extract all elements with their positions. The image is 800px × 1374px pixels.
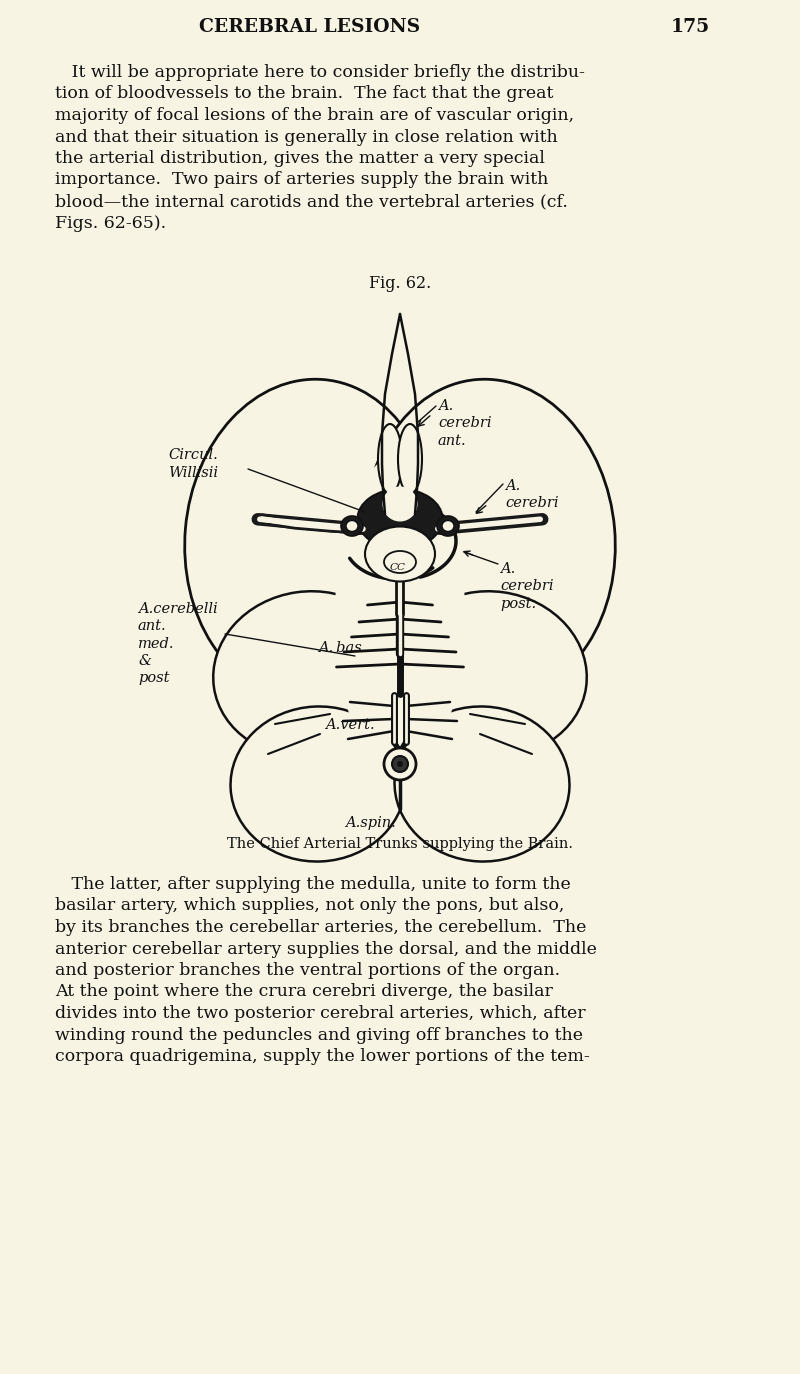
Text: A.cerebelli
ant.
med.
&
post: A.cerebelli ant. med. & post: [138, 602, 218, 686]
Text: At the point where the crura cerebri diverge, the basilar: At the point where the crura cerebri div…: [55, 984, 553, 1000]
Text: A.spin.: A.spin.: [345, 816, 396, 830]
Text: The Chief Arterial Trunks supplying the Brain.: The Chief Arterial Trunks supplying the …: [227, 837, 573, 851]
Ellipse shape: [346, 521, 358, 532]
Ellipse shape: [378, 425, 402, 495]
Ellipse shape: [358, 489, 442, 550]
Text: divides into the two posterior cerebral arteries, which, after: divides into the two posterior cerebral …: [55, 1004, 586, 1022]
Text: importance.  Two pairs of arteries supply the brain with: importance. Two pairs of arteries supply…: [55, 172, 548, 188]
Circle shape: [384, 747, 416, 780]
Ellipse shape: [394, 706, 570, 861]
Ellipse shape: [365, 379, 615, 699]
Text: A. bas.: A. bas.: [318, 642, 366, 655]
Ellipse shape: [384, 551, 416, 573]
Text: 175: 175: [670, 18, 710, 36]
Ellipse shape: [398, 425, 422, 495]
Text: blood—the internal carotids and the vertebral arteries (cf.: blood—the internal carotids and the vert…: [55, 192, 568, 210]
Text: It will be appropriate here to consider briefly the distribu-: It will be appropriate here to consider …: [55, 65, 585, 81]
Ellipse shape: [437, 517, 459, 536]
Text: A.
cerebri
post.: A. cerebri post.: [500, 562, 554, 610]
Text: CC: CC: [390, 563, 406, 573]
Text: Figs. 62-65).: Figs. 62-65).: [55, 214, 166, 231]
Text: basilar artery, which supplies, not only the pons, but also,: basilar artery, which supplies, not only…: [55, 897, 564, 915]
FancyArrowPatch shape: [438, 519, 540, 529]
Text: A.vert.: A.vert.: [325, 719, 374, 732]
Text: Fig. 62.: Fig. 62.: [369, 276, 431, 293]
Ellipse shape: [442, 521, 454, 532]
Ellipse shape: [230, 706, 406, 861]
Text: The latter, after supplying the medulla, unite to form the: The latter, after supplying the medulla,…: [55, 877, 570, 893]
Text: and that their situation is generally in close relation with: and that their situation is generally in…: [55, 129, 558, 146]
Ellipse shape: [185, 379, 435, 699]
Ellipse shape: [341, 517, 363, 536]
Ellipse shape: [214, 591, 402, 757]
Ellipse shape: [382, 486, 418, 522]
Text: anterior cerebellar artery supplies the dorsal, and the middle: anterior cerebellar artery supplies the …: [55, 940, 597, 958]
Text: and posterior branches the ventral portions of the organ.: and posterior branches the ventral porti…: [55, 962, 560, 980]
Ellipse shape: [335, 453, 465, 774]
Text: CEREBRAL LESIONS: CEREBRAL LESIONS: [199, 18, 421, 36]
FancyArrowPatch shape: [440, 519, 542, 529]
Text: the arterial distribution, gives the matter a very special: the arterial distribution, gives the mat…: [55, 150, 545, 168]
Ellipse shape: [398, 591, 586, 757]
Text: winding round the peduncles and giving off branches to the: winding round the peduncles and giving o…: [55, 1026, 583, 1043]
Text: Circul.
Willisii: Circul. Willisii: [168, 448, 218, 480]
FancyArrowPatch shape: [258, 519, 360, 529]
Text: A.
cerebri
med.: A. cerebri med.: [505, 480, 558, 528]
Circle shape: [397, 761, 403, 767]
Circle shape: [392, 756, 408, 772]
Text: tion of bloodvessels to the brain.  The fact that the great: tion of bloodvessels to the brain. The f…: [55, 85, 554, 103]
Text: majority of focal lesions of the brain are of vascular origin,: majority of focal lesions of the brain a…: [55, 107, 574, 124]
Text: Tᴴᴇ Cᴄᴀᴇᴍ Aᴃᴛᴇᴚᴵᴀᴸ Tᴚᴜᴻᴋᴸ ᴹᴜᴘᴘᴸᴼᴻᴳ ᴛᴴᴇ Bᴃᴀᴵᴻ.: Tᴴᴇ Cᴄᴀᴇᴍ Aᴃᴛᴇᴚᴵᴀᴸ Tᴚᴜᴻᴋᴸ ᴹᴜᴘᴘᴸᴼᴻᴳ ᴛᴴᴇ B…: [228, 837, 572, 851]
Text: A.
cerebri
ant.: A. cerebri ant.: [438, 398, 491, 448]
Text: corpora quadrigemina, supply the lower portions of the tem-: corpora quadrigemina, supply the lower p…: [55, 1048, 590, 1065]
Text: by its branches the cerebellar arteries, the cerebellum.  The: by its branches the cerebellar arteries,…: [55, 919, 586, 936]
FancyArrowPatch shape: [260, 519, 362, 529]
Ellipse shape: [365, 526, 435, 581]
